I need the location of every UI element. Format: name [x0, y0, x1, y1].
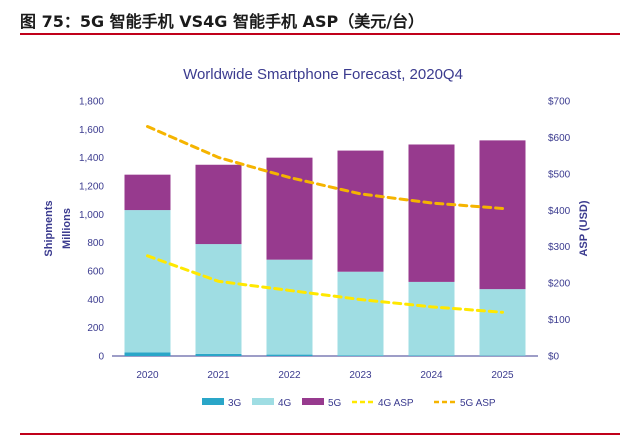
- bar-segment: [124, 352, 171, 356]
- bar-segment: [266, 259, 313, 355]
- y-tick-label: 200: [87, 323, 104, 334]
- y2-tick-label: $100: [548, 315, 571, 326]
- y-tick-label: 1,600: [79, 125, 104, 136]
- chart-title: Worldwide Smartphone Forecast, 2020Q4: [183, 66, 463, 83]
- axes: 0 200 400 600 800 1,000 1,200 1,400 1,600 1,800 $0…: [43, 97, 590, 382]
- legend: 3G 4G 5G 4G ASP 5G ASP: [202, 398, 496, 409]
- bar-segment: [408, 281, 455, 356]
- lines: [146, 125, 504, 314]
- series-line: [146, 125, 504, 210]
- y2-tick-label: $0: [548, 352, 560, 363]
- figure-header: 图 75：5G 智能手机 VS4G 智能手机 ASP（美元/台）: [20, 6, 620, 35]
- bar-segment: [337, 355, 384, 356]
- y2-tick-label: $300: [548, 242, 571, 253]
- y-tick-label: 400: [87, 295, 104, 306]
- bar-segment: [479, 289, 526, 356]
- legend-label: 5G: [328, 398, 342, 409]
- y2-tick-label: $700: [548, 97, 571, 108]
- bar-segment: [408, 144, 455, 282]
- y-tick-label: 1,000: [79, 210, 104, 221]
- y-tick-label: 1,800: [79, 97, 104, 108]
- bar-segment: [479, 140, 526, 290]
- y-tick-label: 1,200: [79, 182, 104, 193]
- y2-tick-label: $200: [548, 279, 571, 290]
- series-line: [146, 254, 504, 314]
- legend-label: 3G: [228, 398, 242, 409]
- y-tick-label: 800: [87, 238, 104, 249]
- figure-caption: 图 75：5G 智能手机 VS4G 智能手机 ASP（美元/台）: [20, 12, 425, 31]
- bar-segment: [337, 150, 384, 272]
- bar-segment: [195, 353, 242, 356]
- legend-label: 4G: [278, 398, 292, 409]
- y-tick-label: 600: [87, 267, 104, 278]
- y2-axis-label: ASP (USD): [578, 200, 590, 256]
- x-tick-label: 2021: [207, 370, 230, 381]
- y-tick-label: 0: [98, 352, 104, 363]
- legend-swatch: [252, 398, 274, 405]
- x-tick-label: 2020: [136, 370, 159, 381]
- y2-tick-label: $600: [548, 133, 571, 144]
- x-tick-label: 2023: [349, 370, 372, 381]
- bar-segment: [124, 210, 171, 353]
- x-tick-label: 2024: [420, 370, 443, 381]
- legend-label: 5G ASP: [460, 398, 496, 409]
- bar-segment: [195, 244, 242, 354]
- y-axis-label-line-1: Shipments: [43, 200, 55, 256]
- bar-segment: [124, 174, 171, 211]
- bars: [124, 140, 526, 356]
- x-tick-label: 2025: [491, 370, 514, 381]
- legend-label: 4G ASP: [378, 398, 414, 409]
- bar-segment: [195, 164, 242, 245]
- y-axis-label-line-2: Millions: [61, 208, 73, 249]
- y2-tick-label: $400: [548, 206, 571, 217]
- footer-rule: [20, 433, 620, 435]
- y-tick-label: 1,400: [79, 153, 104, 164]
- x-tick-label: 2022: [278, 370, 301, 381]
- bar-segment: [337, 271, 384, 356]
- y2-tick-label: $500: [548, 169, 571, 180]
- legend-swatch: [302, 398, 324, 405]
- legend-swatch: [202, 398, 224, 405]
- bar-segment: [266, 354, 313, 356]
- header-rule: [20, 33, 620, 35]
